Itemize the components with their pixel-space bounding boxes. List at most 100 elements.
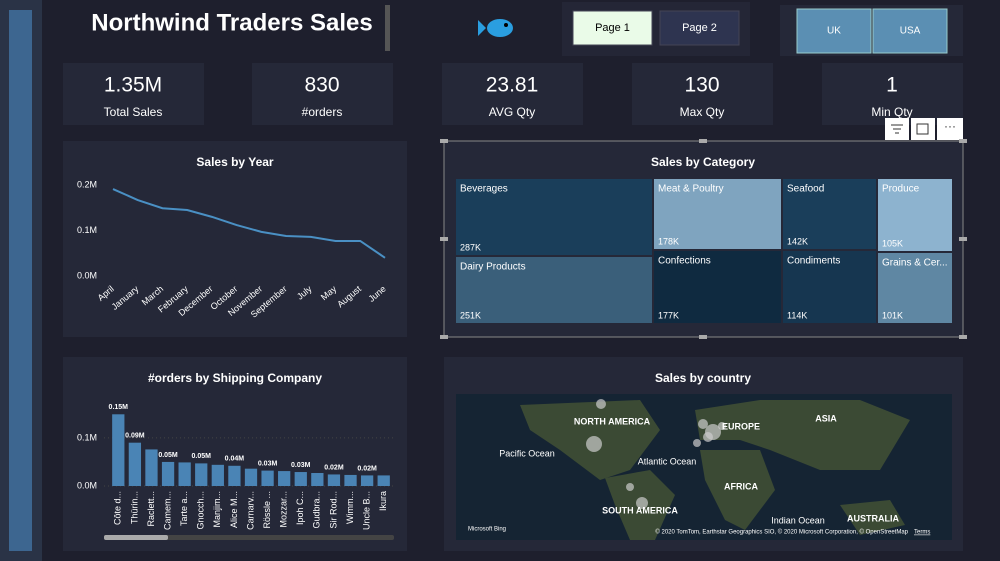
tile-name: Meat & Poultry: [658, 184, 724, 195]
divider: [385, 5, 390, 51]
kpi-card: [442, 63, 583, 125]
kpi-label: Min Qty: [871, 105, 912, 119]
kpi-card: [632, 63, 773, 125]
chart-title: #orders by Shipping Company: [148, 371, 322, 385]
visual-header: ···: [885, 118, 963, 140]
country-button-label[interactable]: UK: [827, 26, 841, 37]
page-button[interactable]: [572, 10, 653, 46]
data-label: 0.03M: [291, 462, 311, 469]
resize-handle[interactable]: [440, 139, 448, 143]
y-tick-label: 0.2M: [77, 179, 97, 189]
country-button[interactable]: [796, 8, 872, 54]
page-button[interactable]: [659, 10, 740, 46]
y-tick-label: 0.1M: [77, 432, 97, 442]
bar: [344, 474, 357, 486]
kpi-label: #orders: [302, 105, 343, 119]
kpi-label: AVG Qty: [489, 105, 535, 119]
chart-title: Sales by country: [655, 371, 751, 385]
x-tick-label: Gnocch...: [196, 491, 206, 530]
map-attribution: © 2020 TomTom, Earthstar Geographics SIO…: [655, 529, 908, 536]
x-tick-label: Gudbra...: [312, 491, 322, 529]
bar: [360, 475, 374, 486]
map-terms[interactable]: Terms: [914, 530, 930, 536]
resize-handle[interactable]: [959, 335, 967, 339]
scrollbar-thumb[interactable]: [104, 535, 168, 540]
kpi-label: Max Qty: [680, 105, 725, 119]
map-label: AFRICA: [724, 481, 758, 491]
x-tick-label: Ikura: [378, 491, 388, 511]
tile-value: 251K: [460, 310, 481, 320]
bar: [228, 465, 241, 486]
data-label: 0.02M: [324, 464, 344, 471]
kpi-card: [822, 63, 963, 125]
data-label: 0.05M: [192, 453, 212, 460]
map-label: Pacific Ocean: [499, 448, 555, 458]
map-label: EUROPE: [722, 421, 760, 431]
more-icon[interactable]: [937, 118, 963, 140]
x-tick-label: Raclett...: [146, 491, 156, 527]
x-tick-label: Carnarv...: [245, 491, 255, 530]
data-label: 0.02M: [357, 465, 377, 472]
country-button-label[interactable]: USA: [900, 26, 921, 37]
kpi-card: [252, 63, 393, 125]
bar: [178, 462, 191, 486]
x-tick-label: Tarte a...: [179, 491, 189, 526]
country-button[interactable]: [872, 8, 948, 54]
x-tick-label: Uncle B...: [361, 491, 371, 530]
focus-icon[interactable]: [911, 118, 935, 140]
bar: [261, 470, 274, 486]
line-panel: [63, 141, 407, 337]
x-tick-label: Rössle ...: [262, 491, 272, 529]
kpi-value: 1: [886, 74, 898, 97]
resize-handle[interactable]: [959, 139, 967, 143]
y-tick-label: 0.1M: [77, 225, 97, 235]
tile-name: Beverages: [460, 184, 508, 195]
treemap-tile: [783, 179, 876, 249]
treemap-tile: [878, 179, 952, 251]
x-tick-label: Camem...: [162, 491, 172, 530]
bar: [145, 449, 158, 486]
bar: [161, 461, 175, 486]
resize-handle[interactable]: [440, 237, 448, 241]
scrollbar-track[interactable]: [104, 535, 394, 540]
map-brand: Microsoft Bing: [468, 527, 506, 533]
resize-handle[interactable]: [699, 335, 707, 339]
resize-handle[interactable]: [959, 237, 967, 241]
kpi-value: 830: [304, 74, 339, 97]
data-label: 0.03M: [258, 460, 278, 467]
data-label: 0.09M: [125, 433, 145, 440]
treemap-tile: [783, 251, 876, 323]
x-tick-label: Thürin...: [129, 491, 139, 524]
bar: [195, 463, 208, 486]
chart-title: Sales by Year: [196, 155, 274, 169]
tile-value: 178K: [658, 236, 679, 246]
treemap-tile: [654, 179, 781, 249]
filter-glyph: [891, 124, 903, 134]
line: [112, 188, 386, 259]
resize-handle[interactable]: [699, 139, 707, 143]
tile-value: 142K: [787, 236, 808, 246]
map-label: NORTH AMERICA: [574, 416, 651, 426]
treemap-tile: [456, 257, 652, 323]
page-button-label[interactable]: Page 2: [682, 22, 717, 34]
title: Northwind Traders Sales: [91, 9, 372, 36]
data-label: 0.15M: [109, 404, 129, 411]
bar: [294, 472, 307, 486]
map-label: ASIA: [815, 413, 837, 423]
bar: [211, 464, 224, 486]
treemap-tile: [878, 253, 952, 323]
kpi-value: 1.35M: [104, 74, 162, 97]
data-label: 0.05M: [158, 452, 178, 459]
bar: [327, 474, 341, 486]
treemap-tile: [456, 179, 652, 255]
page-button-label[interactable]: Page 1: [595, 22, 630, 34]
y-tick-label: 0.0M: [77, 270, 97, 280]
chart-title: Sales by Category: [651, 155, 755, 169]
kpi-card: [63, 63, 204, 125]
resize-handle[interactable]: [440, 335, 448, 339]
tile-value: 177K: [658, 310, 679, 320]
bar: [112, 414, 125, 486]
tile-name: Grains & Cer...: [882, 258, 948, 269]
